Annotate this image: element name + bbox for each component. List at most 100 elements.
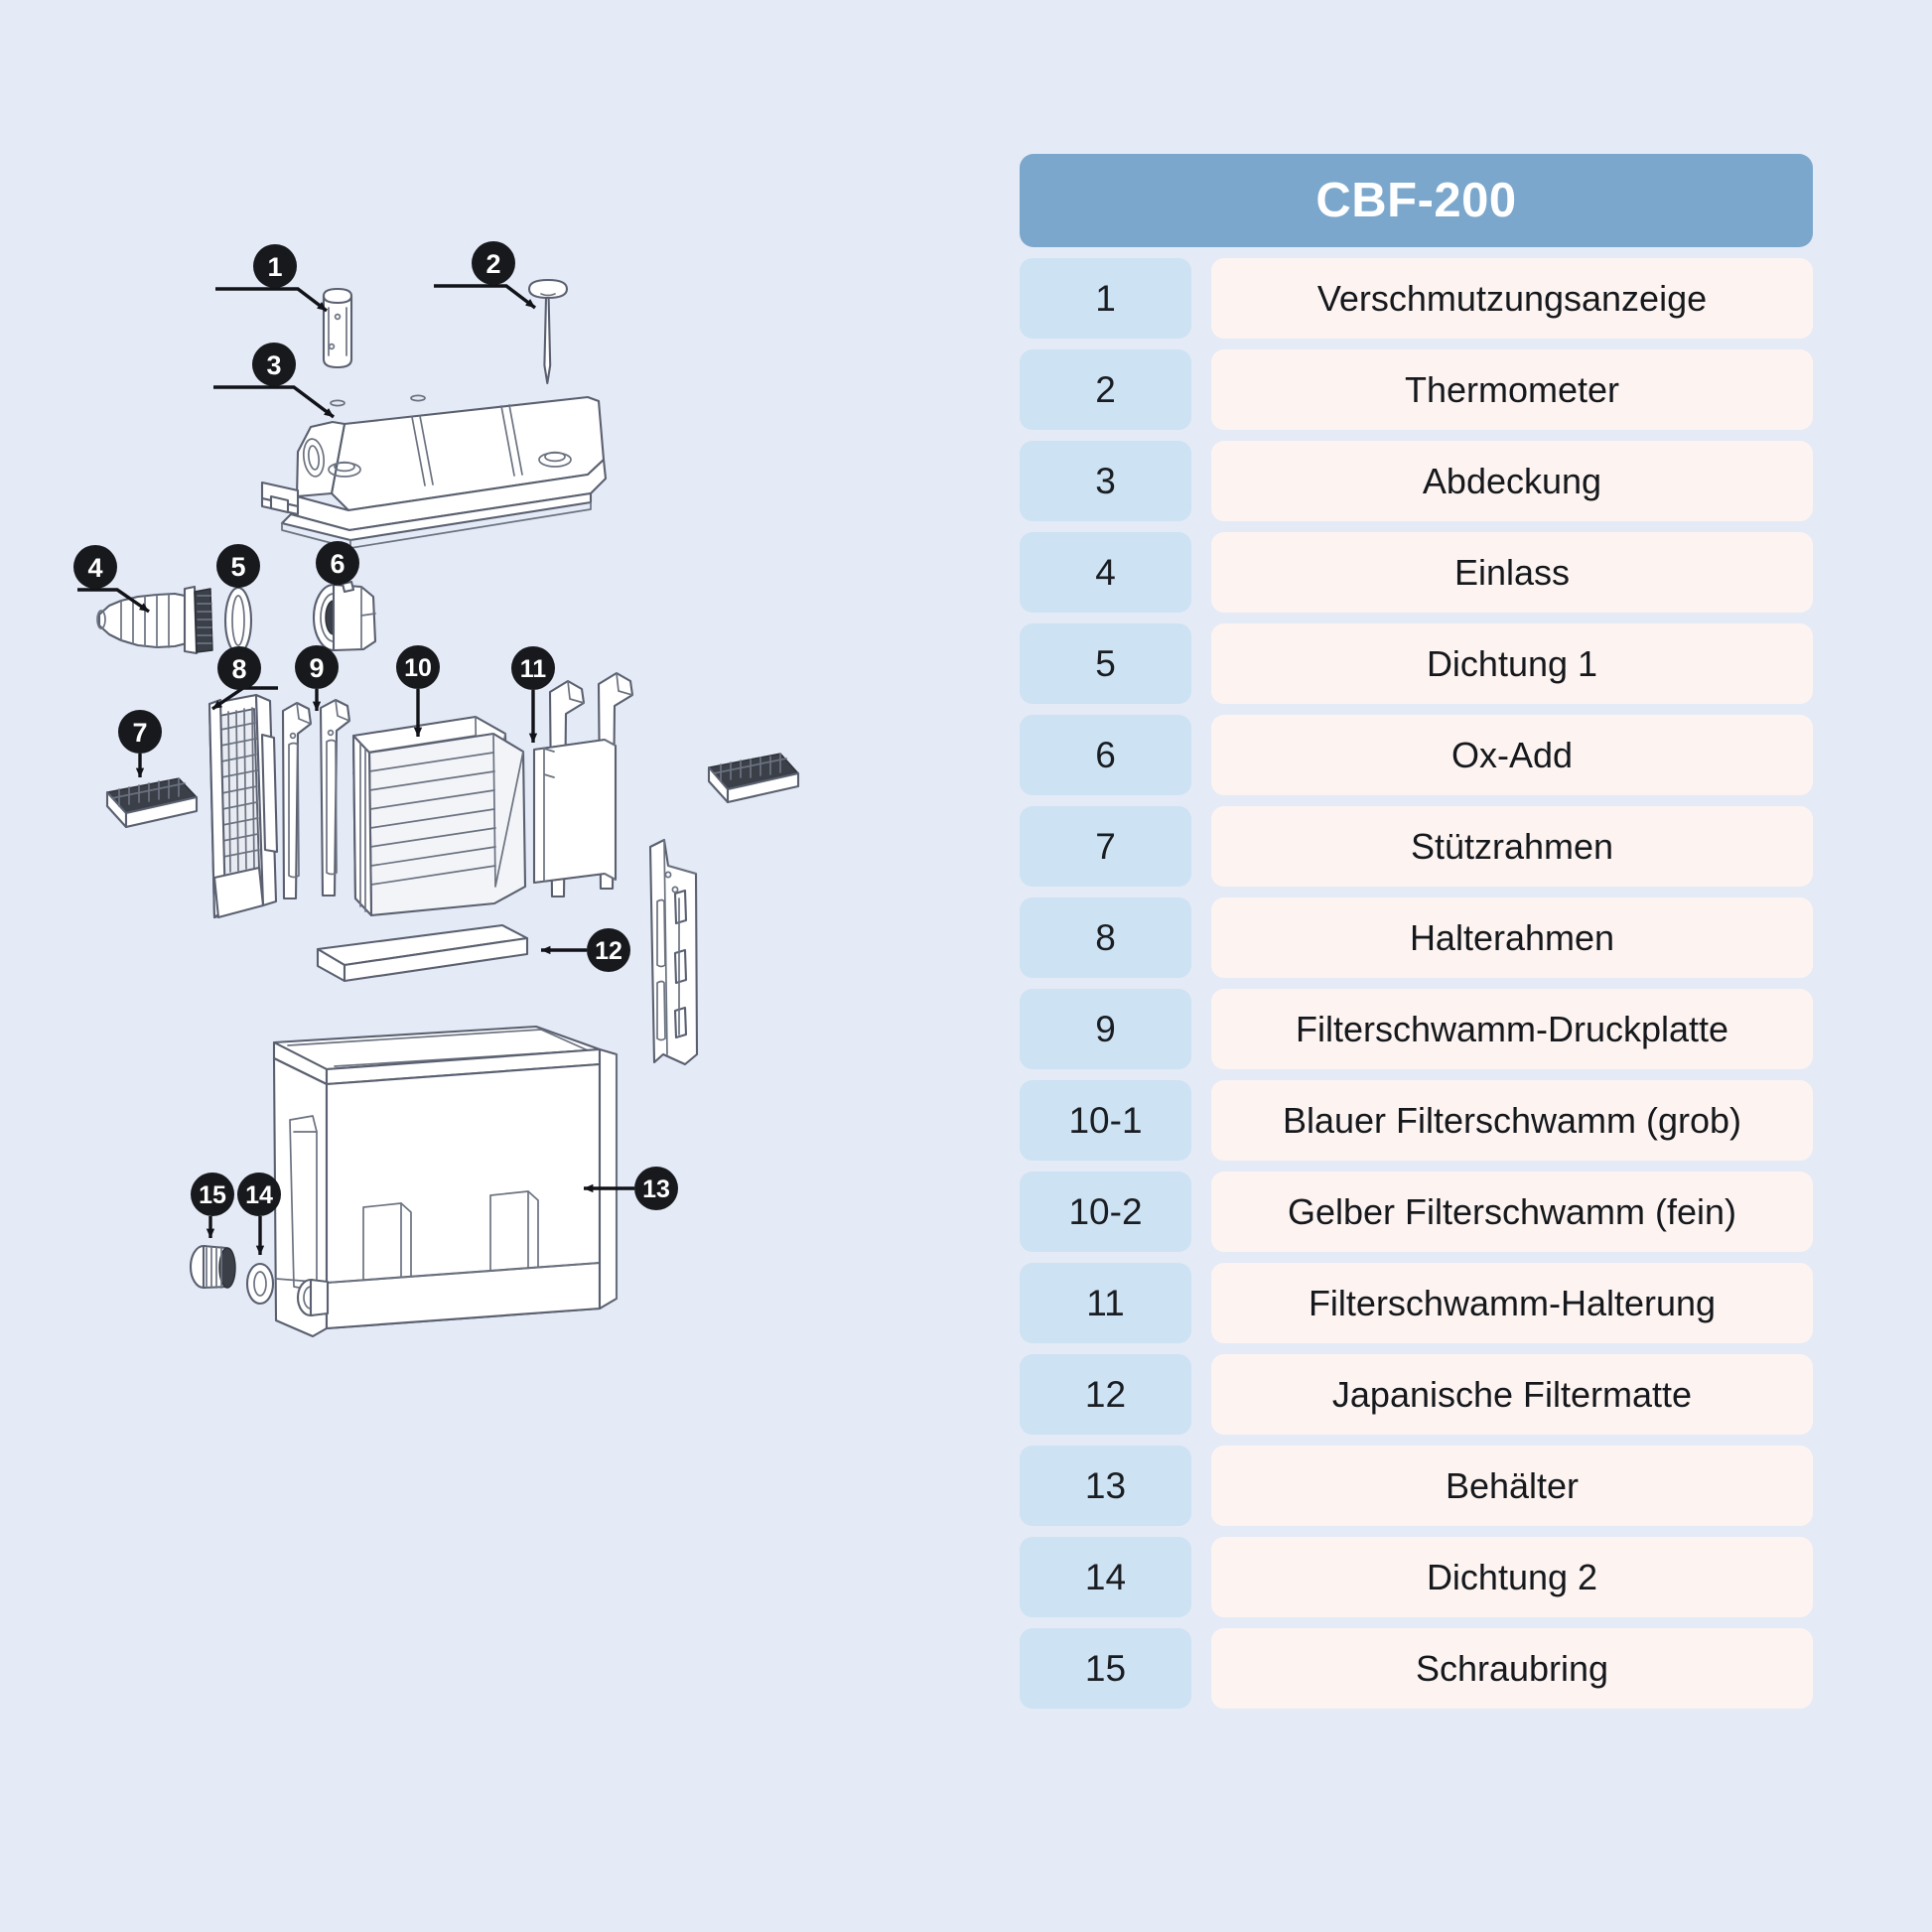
part-number: 12 <box>1084 1373 1127 1415</box>
part-number: 6 <box>1095 734 1116 775</box>
part-number: 2 <box>1095 368 1116 410</box>
right-support-tray <box>707 753 800 804</box>
table-row: 10-2 Gelber Filterschwamm (fein) <box>1020 1172 1813 1252</box>
part-number-cell: 15 <box>1020 1628 1191 1709</box>
parts-table-body: 1 Verschmutzungsanzeige 2 Thermometer 3 Abdec… <box>1020 258 1813 1709</box>
part-12-japanische-filtermatte <box>316 923 529 983</box>
part-number: 7 <box>1095 825 1116 867</box>
part-number: 4 <box>1095 551 1116 593</box>
part-number-cell: 11 <box>1020 1263 1191 1343</box>
part-8-halterahmen <box>207 693 279 919</box>
callout-2: 2 <box>434 241 537 310</box>
part-label-cell: Halterahmen <box>1211 897 1813 978</box>
part-label: Stützrahmen <box>1410 825 1614 867</box>
part-label-cell: Gelber Filterschwamm (fein) <box>1211 1172 1813 1252</box>
callout-13: 13 <box>583 1167 678 1210</box>
table-row: 13 Behälter <box>1020 1446 1813 1526</box>
part-label-cell: Einlass <box>1211 532 1813 613</box>
part-label: Einlass <box>1453 551 1571 593</box>
svg-text:1: 1 <box>267 252 282 282</box>
callout-10: 10 <box>396 645 440 738</box>
svg-text:2: 2 <box>485 249 500 279</box>
svg-text:15: 15 <box>199 1181 226 1209</box>
part-number-cell: 9 <box>1020 989 1191 1069</box>
part-1-verschmutzungsanzeige <box>322 287 353 369</box>
part-label-cell: Blauer Filterschwamm (grob) <box>1211 1080 1813 1161</box>
part-number-cell: 2 <box>1020 349 1191 430</box>
part-number-cell: 14 <box>1020 1537 1191 1617</box>
part-3-abdeckung <box>260 394 608 549</box>
part-label-cell: Japanische Filtermatte <box>1211 1354 1813 1435</box>
part-number-cell: 8 <box>1020 897 1191 978</box>
part-9-filterschwamm-druckplatte <box>281 698 351 900</box>
table-row: 8 Halterahmen <box>1020 897 1813 978</box>
table-row: 5 Dichtung 1 <box>1020 623 1813 704</box>
part-label-cell: Filterschwamm-Druckplatte <box>1211 989 1813 1069</box>
part-label: Abdeckung <box>1422 460 1602 501</box>
table-row: 7 Stützrahmen <box>1020 806 1813 887</box>
part-14-dichtung-2 <box>245 1262 275 1306</box>
part-7-stuetzrahmen <box>105 777 199 829</box>
part-label-cell: Schraubring <box>1211 1628 1813 1709</box>
part-label: Behälter <box>1445 1464 1580 1506</box>
svg-text:14: 14 <box>245 1181 273 1209</box>
callout-5: 5 <box>216 544 260 588</box>
table-row: 10-1 Blauer Filterschwamm (grob) <box>1020 1080 1813 1161</box>
callout-4: 4 <box>73 545 150 614</box>
part-label-cell: Dichtung 1 <box>1211 623 1813 704</box>
svg-text:13: 13 <box>642 1175 670 1203</box>
callout-15: 15 <box>191 1173 234 1239</box>
part-label-cell: Behälter <box>1211 1446 1813 1526</box>
part-label: Blauer Filterschwamm (grob) <box>1282 1099 1742 1141</box>
part-label: Japanische Filtermatte <box>1331 1373 1693 1415</box>
table-row: 14 Dichtung 2 <box>1020 1537 1813 1617</box>
svg-text:4: 4 <box>87 553 102 583</box>
part-label: Thermometer <box>1404 368 1620 410</box>
part-label-cell: Abdeckung <box>1211 441 1813 521</box>
part-number-cell: 3 <box>1020 441 1191 521</box>
svg-text:9: 9 <box>309 653 324 683</box>
part-label: Filterschwamm-Druckplatte <box>1295 1008 1729 1049</box>
callout-6: 6 <box>316 541 359 586</box>
svg-text:7: 7 <box>132 718 147 748</box>
table-row: 12 Japanische Filtermatte <box>1020 1354 1813 1435</box>
part-number: 15 <box>1084 1647 1127 1689</box>
part-number: 1 <box>1095 277 1116 319</box>
side-panel <box>648 838 699 1066</box>
part-number-cell: 1 <box>1020 258 1191 339</box>
part-number-cell: 4 <box>1020 532 1191 613</box>
model-title: CBF-200 <box>1315 174 1517 227</box>
part-number-cell: 5 <box>1020 623 1191 704</box>
part-15-schraubring <box>189 1244 236 1290</box>
table-row: 15 Schraubring <box>1020 1628 1813 1709</box>
callout-3: 3 <box>213 343 336 419</box>
part-13-behaelter <box>272 1025 619 1338</box>
part-2-thermometer <box>527 278 569 385</box>
part-number-cell: 13 <box>1020 1446 1191 1526</box>
part-label-cell: Verschmutzungsanzeige <box>1211 258 1813 339</box>
part-number: 10-1 <box>1068 1099 1143 1141</box>
parts-table-header: CBF-200 <box>1020 154 1813 247</box>
part-number: 13 <box>1084 1464 1127 1506</box>
svg-text:3: 3 <box>266 350 281 380</box>
part-label: Gelber Filterschwamm (fein) <box>1287 1190 1737 1232</box>
part-number: 8 <box>1095 916 1116 958</box>
part-number: 14 <box>1084 1556 1127 1597</box>
svg-text:12: 12 <box>595 937 622 965</box>
part-label: Verschmutzungsanzeige <box>1316 277 1708 319</box>
part-label-cell: Dichtung 2 <box>1211 1537 1813 1617</box>
part-number-cell: 10-2 <box>1020 1172 1191 1252</box>
table-row: 9 Filterschwamm-Druckplatte <box>1020 989 1813 1069</box>
part-label: Dichtung 1 <box>1426 642 1598 684</box>
callout-1: 1 <box>215 244 329 313</box>
table-row: 4 Einlass <box>1020 532 1813 613</box>
part-number-cell: 12 <box>1020 1354 1191 1435</box>
svg-text:6: 6 <box>330 549 345 579</box>
table-row: 2 Thermometer <box>1020 349 1813 430</box>
part-number: 10-2 <box>1068 1190 1143 1232</box>
part-label-cell: Stützrahmen <box>1211 806 1813 887</box>
part-number-cell: 10-1 <box>1020 1080 1191 1161</box>
table-row: 11 Filterschwamm-Halterung <box>1020 1263 1813 1343</box>
part-4-einlass <box>96 585 213 655</box>
part-label-cell: Thermometer <box>1211 349 1813 430</box>
